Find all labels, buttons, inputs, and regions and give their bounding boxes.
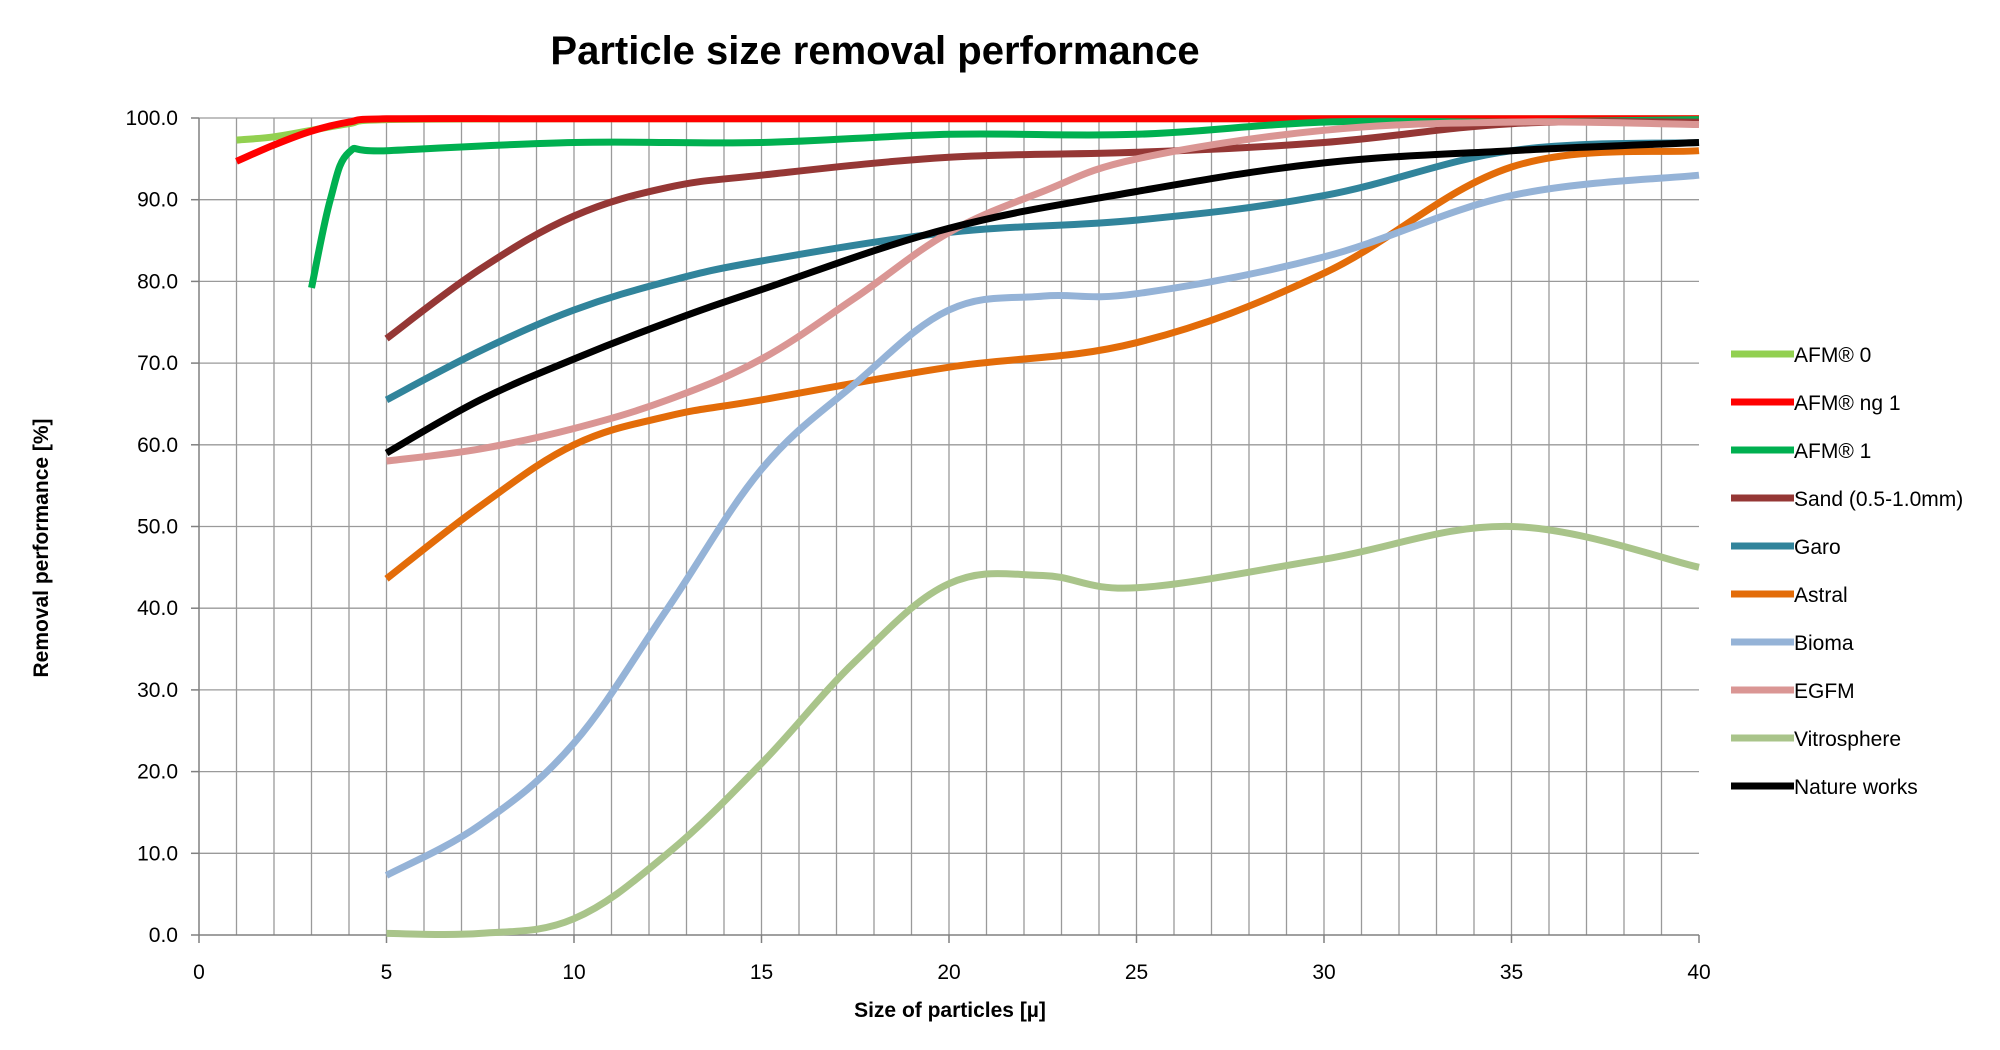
- y-tick-label: 20.0: [137, 761, 178, 784]
- series-line-sand-0-5-1-0mm: [384, 118, 1700, 342]
- series-line-bioma: [384, 171, 1700, 879]
- legend-label-vitrosphere: Vitrosphere: [1794, 728, 1901, 751]
- y-axis: 0.0 10.0 20.0 30.0 40.0 50.0 60.0 70.0 80.0 90.0 1…: [125, 107, 199, 947]
- y-axis-label: Removal performance [%]: [30, 418, 53, 677]
- legend-label-egfm: EGFM: [1794, 680, 1855, 703]
- series-line-vitrosphere: [386, 522, 1700, 939]
- y-tick-label: 60.0: [137, 434, 178, 457]
- y-tick-label: 50.0: [137, 516, 178, 539]
- legend: AFM® 0 AFM® ng 1 AFM® 1 Sand (0.5-1.0mm) Gar…: [1731, 344, 1963, 799]
- legend-label-afm-0: AFM® 0: [1794, 344, 1871, 367]
- legend-label-nature-works: Nature works: [1794, 776, 1918, 799]
- x-tick-label: 35: [1500, 961, 1523, 984]
- series-line-garo: [384, 139, 1700, 403]
- y-tick-label: 10.0: [137, 842, 178, 865]
- x-axis: 0 5 10 15 20 25 30 35 40: [193, 935, 1711, 984]
- series-line-nature-works: [384, 139, 1700, 457]
- y-tick-label: 70.0: [137, 352, 178, 375]
- legend-label-sand-0-5-1-0mm: Sand (0.5-1.0mm): [1794, 488, 1963, 511]
- series-line-egfm: [386, 118, 1700, 465]
- legend-label-garo: Garo: [1794, 536, 1841, 559]
- y-tick-label: 0.0: [149, 924, 178, 947]
- chart-title: Particle size removal performance: [550, 29, 1199, 73]
- x-axis-label: Size of particles [µ]: [854, 999, 1046, 1022]
- y-tick-label: 90.0: [137, 189, 178, 212]
- x-tick-label: 25: [1125, 961, 1148, 984]
- series-line-astral: [384, 147, 1700, 582]
- legend-label-afm-1: AFM® 1: [1794, 440, 1871, 463]
- legend-label-bioma: Bioma: [1794, 632, 1854, 655]
- x-tick-label: 20: [937, 961, 960, 984]
- legend-label-astral: Astral: [1794, 584, 1848, 607]
- x-tick-label: 10: [562, 961, 585, 984]
- x-tick-label: 0: [193, 961, 205, 984]
- y-tick-label: 100.0: [125, 107, 178, 130]
- y-tick-label: 80.0: [137, 270, 178, 293]
- y-tick-label: 30.0: [137, 679, 178, 702]
- series-group: [235, 115, 1700, 939]
- y-tick-label: 40.0: [137, 597, 178, 620]
- x-tick-label: 40: [1687, 961, 1710, 984]
- legend-label-afm-ng-1: AFM® ng 1: [1794, 392, 1901, 415]
- x-tick-label: 15: [750, 961, 773, 984]
- x-tick-label: 5: [381, 961, 393, 984]
- x-tick-label: 30: [1312, 961, 1335, 984]
